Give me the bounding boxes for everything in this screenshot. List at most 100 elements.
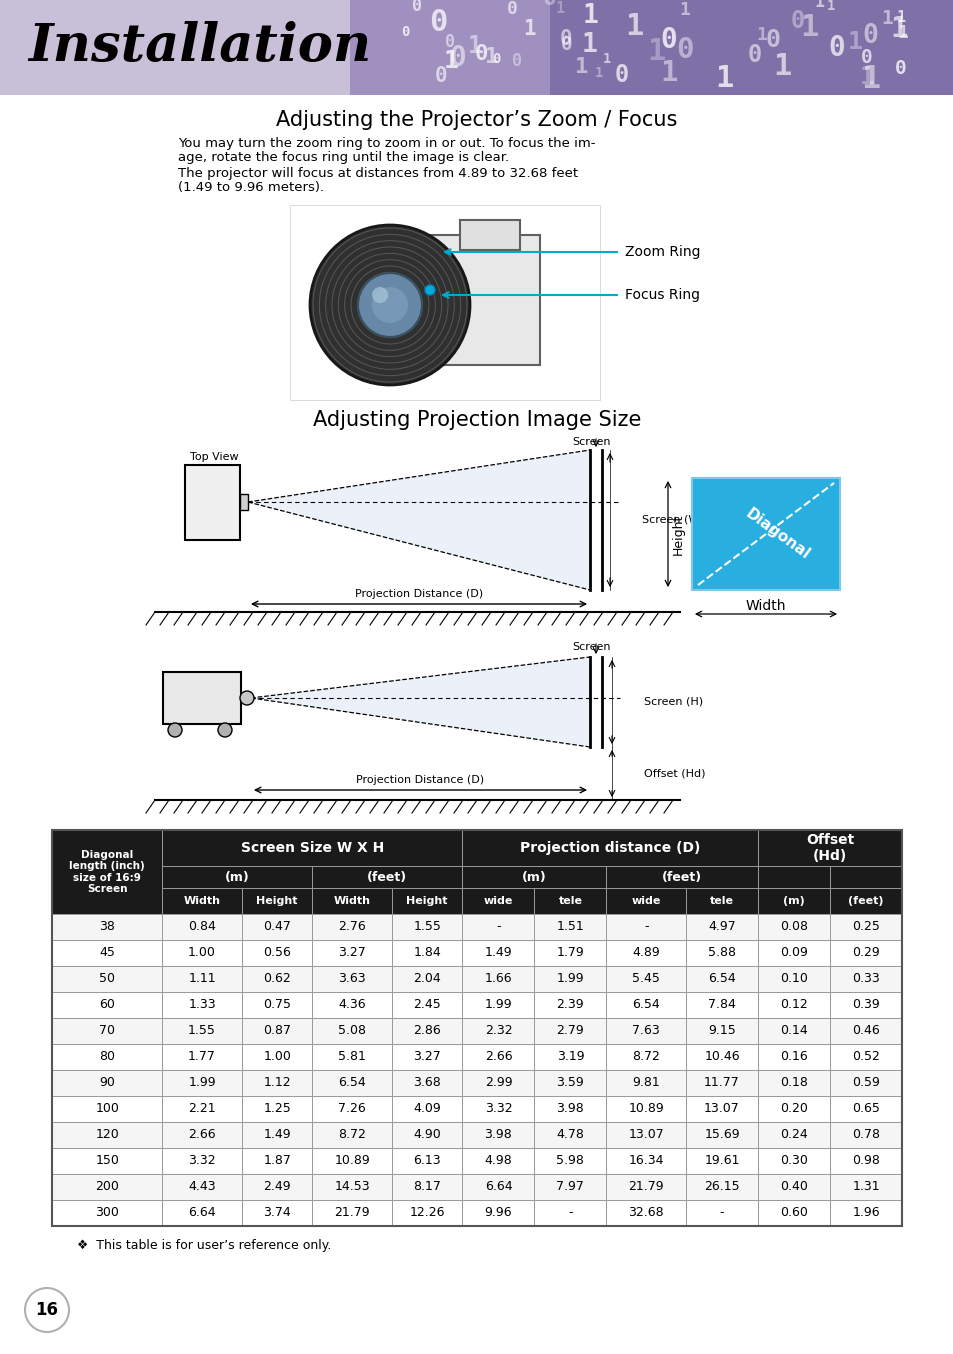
Bar [392,888,462,914]
Text: 3.74: 3.74 [263,1206,291,1220]
Text: 1: 1 [646,37,664,66]
Text: 6.64: 6.64 [484,1181,512,1193]
Bar [829,1174,901,1200]
Text: 4.36: 4.36 [338,998,366,1011]
Text: 7.84: 7.84 [707,998,735,1011]
Bar [312,1148,392,1174]
Text: You may turn the zoom ring to zoom in or out. To focus the im-: You may turn the zoom ring to zoom in or… [178,137,595,149]
Text: 0: 0 [747,43,761,66]
Text: 1: 1 [679,1,689,19]
Text: 3.98: 3.98 [484,1128,512,1141]
Bar [0,0,953,95]
Text: Screen Size W X H: Screen Size W X H [240,841,384,854]
Text: 1.66: 1.66 [484,972,512,986]
Bar [162,1095,242,1122]
Text: 1: 1 [755,26,766,43]
Bar [52,992,162,1018]
Bar [52,1095,162,1122]
Bar [242,1148,312,1174]
Bar [240,494,248,510]
Bar [685,1122,758,1148]
Text: 0: 0 [615,64,629,87]
Bar [392,992,462,1018]
Text: Installation: Installation [28,22,371,73]
Bar [829,1070,901,1095]
Text: 0.18: 0.18 [780,1076,807,1090]
Text: 0.25: 0.25 [851,921,879,933]
Text: Height: Height [256,896,297,906]
Bar [685,1070,758,1095]
Text: 2.32: 2.32 [484,1025,512,1037]
Text: 0.08: 0.08 [780,921,807,933]
Text: Screen: Screen [572,437,611,447]
Bar [52,1070,162,1095]
Text: 0.39: 0.39 [851,998,879,1011]
Text: 4.09: 4.09 [413,1102,440,1116]
Text: 0.09: 0.09 [780,946,807,960]
Text: 150: 150 [95,1155,119,1167]
Bar [312,1174,392,1200]
Text: 1.11: 1.11 [188,972,215,986]
Text: 2.79: 2.79 [556,1025,583,1037]
Bar [685,1018,758,1044]
Bar [462,1174,534,1200]
Text: 4.43: 4.43 [188,1181,215,1193]
Text: tele: tele [709,896,733,906]
Text: 0: 0 [475,43,488,64]
Text: 6.54: 6.54 [338,1076,366,1090]
Bar [162,914,242,940]
Bar [606,1044,685,1070]
Text: 0: 0 [790,9,804,32]
Text: Adjusting Projection Image Size: Adjusting Projection Image Size [313,410,640,431]
Bar [758,940,829,965]
Text: 1.51: 1.51 [556,921,583,933]
Text: 120: 120 [95,1128,119,1141]
Text: 8.72: 8.72 [338,1128,366,1141]
Text: 9.81: 9.81 [632,1076,659,1090]
Text: (feet): (feet) [367,871,407,884]
Bar [550,0,953,95]
Bar [52,1122,162,1148]
Text: (m): (m) [225,871,250,884]
Text: 7.97: 7.97 [556,1181,584,1193]
Text: 1.77: 1.77 [188,1051,215,1063]
Polygon shape [248,450,589,590]
Bar [758,1200,829,1225]
Text: 2.66: 2.66 [484,1051,512,1063]
Bar [462,1148,534,1174]
Text: age, rotate the focus ring until the image is clear.: age, rotate the focus ring until the ima… [178,152,509,164]
Bar [829,1044,901,1070]
Bar [312,992,392,1018]
Text: 0.65: 0.65 [851,1102,879,1116]
Bar [685,1095,758,1122]
Text: -: - [568,1206,572,1220]
Text: 0: 0 [412,0,421,15]
Bar [163,672,241,724]
Bar [392,914,462,940]
Text: 1.84: 1.84 [413,946,440,960]
Text: 1: 1 [859,65,874,89]
Bar [606,1174,685,1200]
Bar [52,1044,162,1070]
Text: 1.31: 1.31 [851,1181,879,1193]
Text: 0: 0 [506,0,517,18]
Text: 0.78: 0.78 [851,1128,879,1141]
Text: Top View: Top View [190,452,238,462]
Text: 0.40: 0.40 [780,1181,807,1193]
Text: 1.79: 1.79 [556,946,583,960]
Text: Height: Height [671,513,684,555]
Bar [162,1044,242,1070]
Text: 3.32: 3.32 [188,1155,215,1167]
Circle shape [240,691,253,705]
Text: 200: 200 [95,1181,119,1193]
Bar [685,914,758,940]
Bar [606,1070,685,1095]
Bar [242,1018,312,1044]
Text: 21.79: 21.79 [334,1206,370,1220]
Text: 38: 38 [99,921,115,933]
Bar [52,1148,162,1174]
Bar [534,888,606,914]
Bar [242,914,312,940]
Text: -: - [643,921,648,933]
Text: 32.68: 32.68 [628,1206,663,1220]
